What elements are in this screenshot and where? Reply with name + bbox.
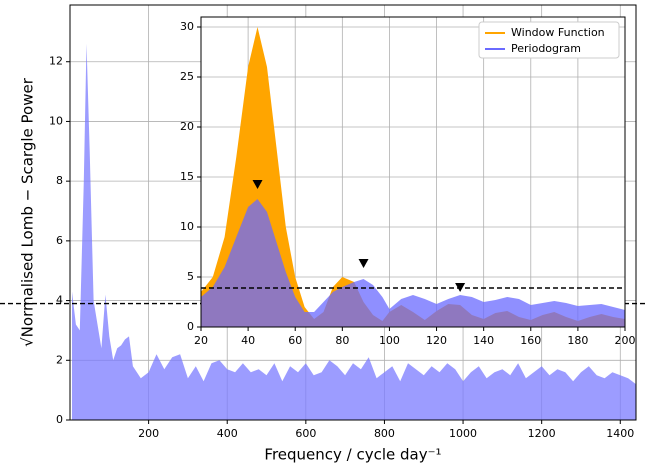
inset-chart: 0 5 10 15 20 25 30 20 40 60 80 100 120 140 160 180 200 Wi… <box>180 16 636 347</box>
area <box>72 43 636 421</box>
area <box>201 199 625 327</box>
x-tick-label: 1000 <box>449 427 477 440</box>
x-tick-label: 800 <box>374 427 395 440</box>
x-tick-label: 100 <box>379 334 400 347</box>
marker <box>252 180 263 189</box>
legend-label: Window Function <box>511 26 605 39</box>
x-tick-label: 20 <box>194 334 208 347</box>
plot-frame <box>69 4 637 421</box>
x-tick-label: 180 <box>567 334 588 347</box>
y-tick-label: 6 <box>56 234 63 247</box>
y-tick-label: 10 <box>49 114 63 127</box>
legend-box <box>478 21 620 59</box>
x-tick-label: 1200 <box>528 427 556 440</box>
x-tick-label: 200 <box>138 427 159 440</box>
y-tick-label: 12 <box>49 55 63 68</box>
marker <box>455 283 466 292</box>
x-tick-label: 140 <box>473 334 494 347</box>
y-tick-label: 2 <box>56 353 63 366</box>
x-tick-label: 60 <box>288 334 302 347</box>
x-tick-label: 40 <box>241 334 255 347</box>
y-tick-label: 15 <box>180 170 194 183</box>
legend-label: Periodogram <box>511 42 581 55</box>
plot-frame <box>200 16 626 328</box>
x-tick-label: 80 <box>335 334 349 347</box>
x-tick-label: 600 <box>295 427 316 440</box>
x-tick-label: 1400 <box>606 427 634 440</box>
y-tick-label: 0 <box>187 320 194 333</box>
y-tick-label: 0 <box>56 413 63 426</box>
y-tick-label: 30 <box>180 20 194 33</box>
y-tick-label: 8 <box>56 174 63 187</box>
x-tick-label: 160 <box>520 334 541 347</box>
y-tick-label: 20 <box>180 120 194 133</box>
y-tick-label: 4 <box>56 294 63 307</box>
x-tick-label: 200 <box>615 334 636 347</box>
x-tick-label: 400 <box>217 427 238 440</box>
y-axis-label: √Normalised Lomb − Scargle Power <box>19 77 37 347</box>
x-axis-label: Frequency / cycle day⁻¹ <box>264 446 441 464</box>
y-tick-label: 25 <box>180 70 194 83</box>
x-tick-label: 120 <box>426 334 447 347</box>
y-tick-label: 10 <box>180 220 194 233</box>
y-tick-label: 5 <box>187 270 194 283</box>
marker <box>358 259 369 268</box>
